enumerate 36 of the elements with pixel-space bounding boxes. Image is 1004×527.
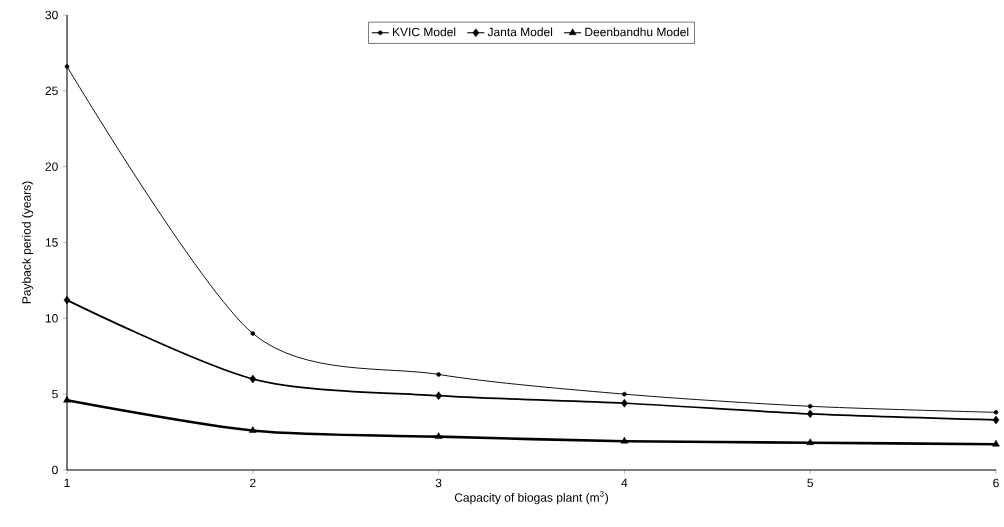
- x-tick-label: 4: [621, 478, 628, 487]
- y-tick-label: 10: [45, 314, 58, 323]
- y-tick-label: 30: [45, 10, 58, 20]
- point: [992, 415, 1000, 425]
- point: [993, 410, 999, 415]
- y-tick-label: 0: [52, 465, 58, 475]
- x-axis-title: Capacity of biogas plant (m$^{3}$): [454, 491, 609, 505]
- point: [621, 398, 628, 408]
- y-tick-label: 5: [52, 389, 58, 399]
- legend-label: KVIC Model: [393, 27, 456, 37]
- x-tick-label: 3: [435, 478, 442, 488]
- point: [64, 64, 70, 69]
- point: [435, 391, 442, 400]
- point: [436, 372, 441, 377]
- point: [806, 438, 814, 445]
- point: [434, 432, 443, 439]
- point: [63, 295, 71, 305]
- y-tick-label: 15: [45, 238, 58, 247]
- point: [807, 404, 813, 409]
- y-axis-title: Payback period (years): [21, 181, 34, 304]
- point: [806, 409, 814, 419]
- point: [250, 331, 256, 336]
- point: [63, 395, 71, 403]
- y-tick-label: 20: [45, 162, 58, 171]
- x-tick-label: 2: [250, 478, 256, 488]
- point: [622, 391, 627, 397]
- point: [620, 436, 629, 444]
- legend-label: Janta Model: [487, 27, 553, 37]
- x-tick-label: 5: [807, 478, 814, 488]
- x-tick-label: 6: [993, 478, 999, 488]
- y-tick-label: 25: [45, 86, 58, 96]
- point: [992, 439, 1000, 447]
- point: [249, 426, 257, 433]
- legend-label: Deenbandhu Model: [585, 27, 689, 37]
- x-tick-label: 1: [64, 478, 70, 487]
- point: [249, 374, 257, 384]
